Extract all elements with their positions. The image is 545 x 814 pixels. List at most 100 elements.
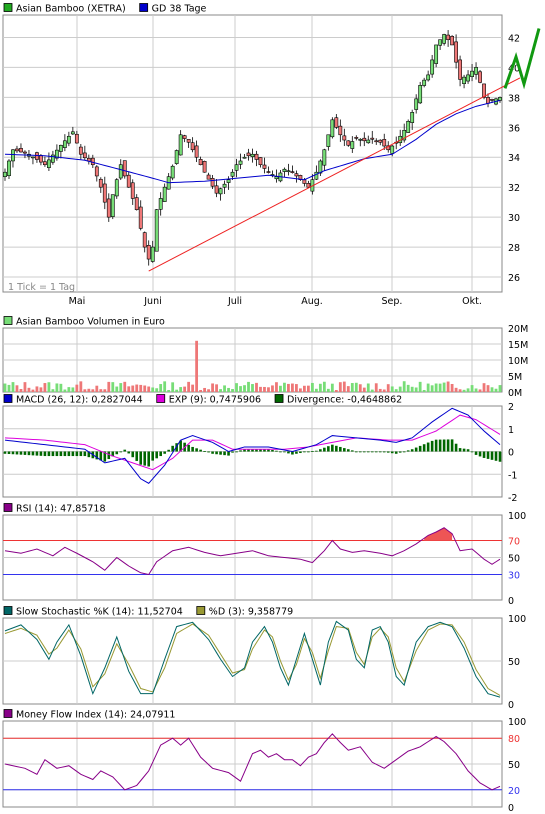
volume-bar	[462, 389, 466, 392]
candle-body	[302, 179, 307, 184]
candle-body	[342, 135, 347, 141]
divergence-bar	[362, 451, 366, 453]
divergence-bar	[87, 451, 91, 458]
candle-body	[314, 171, 319, 180]
divergence-bar	[39, 451, 43, 456]
candle-body	[102, 183, 107, 203]
volume-bar	[59, 383, 63, 392]
volume-bar	[131, 385, 135, 392]
divergence-bar	[482, 451, 486, 458]
xtick-label: Sep.	[382, 296, 403, 307]
candle-body	[230, 171, 235, 177]
volume-bar	[402, 381, 406, 392]
volume-bar	[366, 383, 370, 392]
candle-body	[110, 194, 115, 217]
volume-bar	[275, 382, 278, 392]
volume-bar	[195, 340, 199, 392]
candle-body	[498, 97, 502, 101]
volume-bar	[191, 384, 195, 392]
volume-bar	[107, 381, 111, 392]
volume-bar	[167, 390, 171, 392]
divergence-bar	[398, 451, 402, 453]
ytick-label: 38	[508, 93, 520, 104]
candle-body	[330, 119, 335, 138]
ytick-label: 80	[508, 734, 520, 745]
divergence-bar	[115, 451, 119, 455]
volume-bar	[398, 386, 402, 392]
divergence-bar	[247, 449, 250, 452]
ytick-label: 15M	[508, 340, 528, 351]
ytick-label: 50	[508, 657, 520, 668]
divergence-bar	[59, 451, 63, 457]
candle-body	[198, 159, 203, 166]
legend-label: Divergence: -0,4648862	[287, 395, 402, 406]
divergence-bar	[131, 451, 135, 458]
volume-bar	[414, 387, 418, 392]
divergence-bar	[454, 443, 458, 452]
volume-bar	[55, 383, 59, 392]
divergence-bar	[494, 451, 498, 461]
volume-bar	[187, 381, 191, 392]
volume-bar	[271, 385, 274, 392]
volume-bar	[418, 381, 422, 392]
divergence-bar	[462, 448, 466, 452]
stoch-d-line	[4, 623, 501, 696]
ytick-label: -1	[508, 470, 517, 481]
candle-body	[222, 183, 227, 188]
candle-body	[290, 171, 295, 173]
volume-bar	[422, 389, 426, 392]
divergence-bar	[458, 448, 462, 452]
legend-label: GD 38 Tage	[152, 4, 207, 15]
candle-body	[74, 133, 79, 144]
candle-body	[490, 99, 494, 101]
ytick-label: 10M	[508, 356, 528, 367]
divergence-bar	[498, 451, 502, 462]
volume-bar	[199, 389, 203, 392]
exp-line	[4, 414, 501, 471]
candle-body	[138, 206, 143, 229]
ytick-label: -2	[508, 493, 517, 504]
divergence-bar	[470, 451, 474, 453]
candle-body	[54, 149, 59, 159]
volume-bar	[43, 383, 47, 392]
volume-bar	[406, 384, 410, 392]
legend-swatch	[3, 394, 13, 403]
ytick-label: 30	[508, 571, 520, 582]
forecast-arrow-icon	[503, 28, 541, 90]
divergence-bar	[335, 445, 338, 452]
candle-body	[274, 176, 279, 180]
candle-body	[474, 67, 478, 75]
candle-body	[250, 153, 255, 158]
divergence-bar	[418, 445, 422, 452]
volume-bar	[91, 389, 95, 392]
candle-body	[134, 197, 139, 210]
volume-bar	[39, 387, 43, 392]
candle-body	[206, 174, 211, 180]
ytick-label: 5M	[508, 372, 522, 383]
divergence-bar	[11, 451, 15, 455]
volume-bar	[31, 389, 35, 392]
volume-bar	[151, 387, 155, 392]
candle-body	[39, 155, 43, 163]
volume-bar	[23, 382, 27, 392]
divergence-bar	[374, 451, 378, 453]
candle-body	[19, 148, 23, 153]
divergence-bar	[235, 451, 238, 453]
volume-bar	[227, 387, 230, 392]
volume-bar	[430, 385, 434, 392]
volume-bar	[239, 386, 242, 392]
volume-bar	[306, 385, 310, 392]
volume-bar	[247, 381, 250, 392]
ytick-label: 32	[508, 183, 520, 194]
volume-bar	[15, 385, 19, 392]
divergence-bar	[303, 451, 306, 453]
divergence-bar	[179, 440, 182, 452]
divergence-bar	[414, 447, 418, 452]
volume-bar	[334, 390, 338, 392]
volume-bar	[111, 382, 115, 392]
volume-bar	[207, 389, 210, 392]
divergence-bar	[343, 448, 346, 452]
volume-bar	[346, 386, 350, 392]
divergence-bar	[75, 451, 79, 457]
